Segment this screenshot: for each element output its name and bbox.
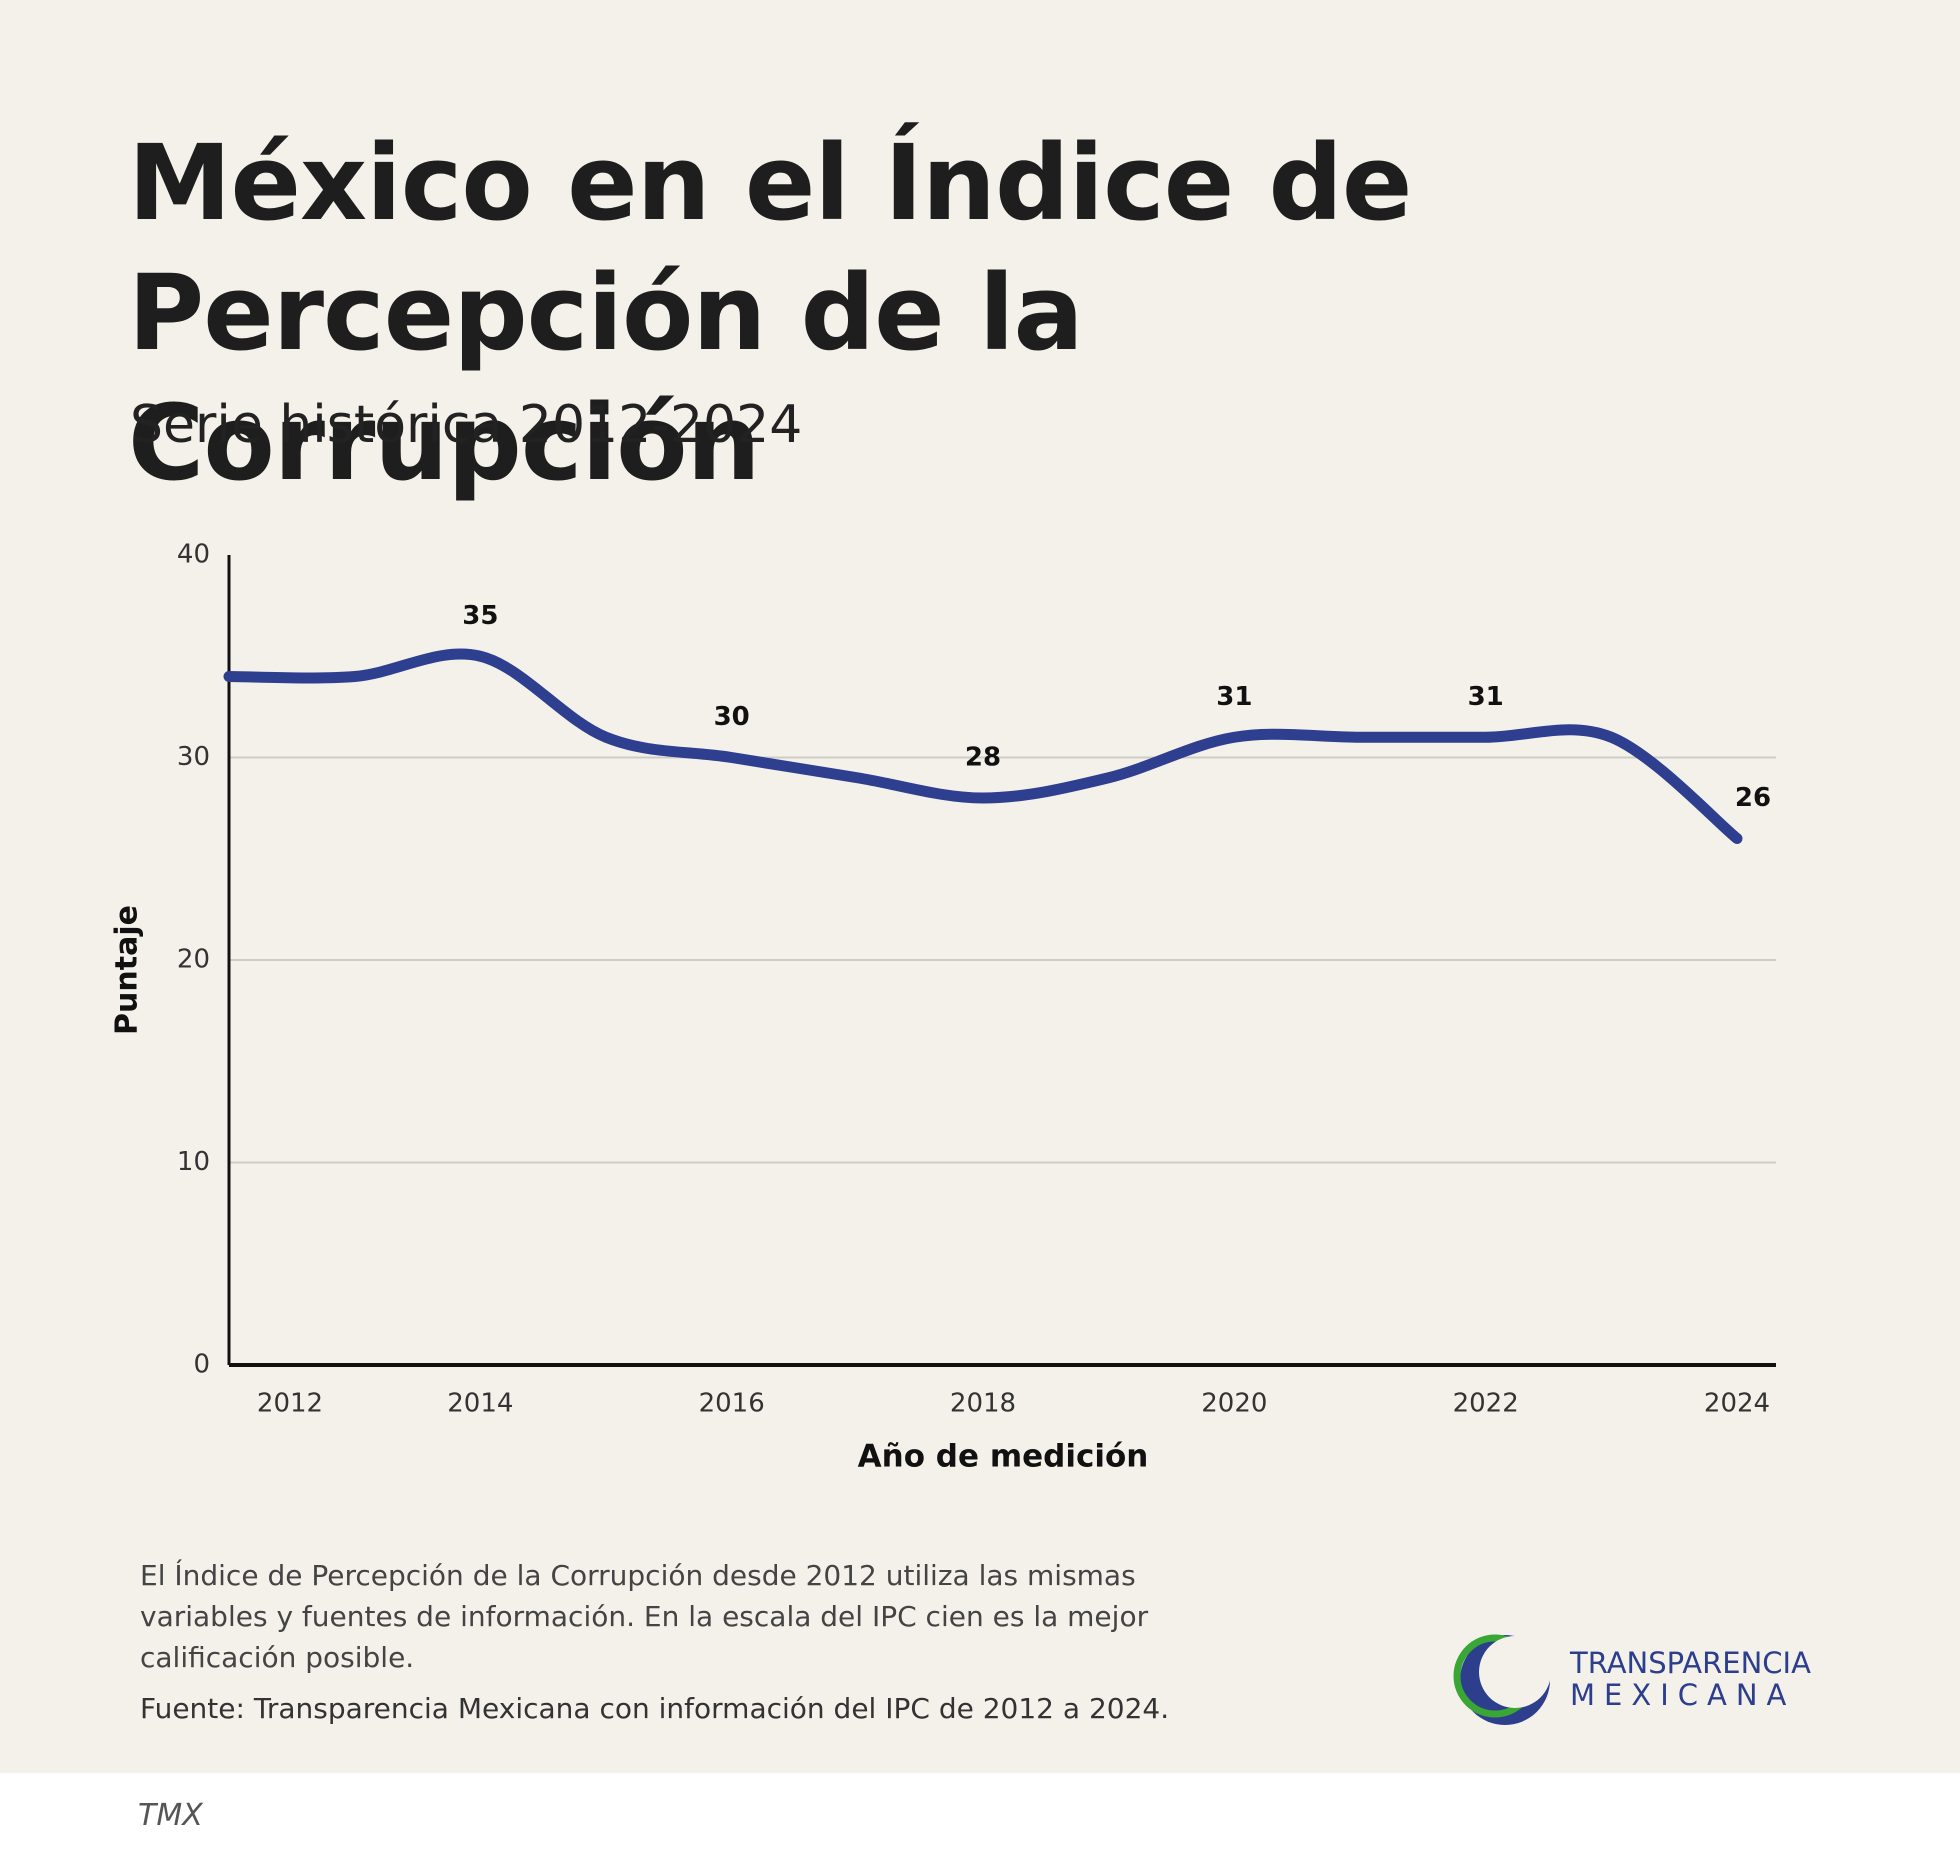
x-axis-label: Año de medición (858, 1439, 1149, 1475)
logo: TRANSPARENCIA MEXICANA (1453, 1634, 1811, 1725)
data-label: 26 (1735, 783, 1771, 813)
x-tick-label: 2018 (950, 1389, 1016, 1419)
logo-cut (1479, 1636, 1551, 1708)
logo-text: MEXICANA (1570, 1678, 1795, 1712)
data-label: 28 (965, 743, 1001, 773)
chart-title: México en el Índice de Percepción de la … (128, 122, 1412, 504)
data-label: 35 (462, 601, 498, 631)
y-tick-label: 40 (177, 540, 210, 570)
note: El Índice de Percepción de la Corrupción… (140, 1559, 1149, 1674)
y-tick-label: 20 (177, 945, 210, 975)
x-tick-label: 2014 (447, 1389, 513, 1419)
y-tick-label: 30 (177, 742, 210, 772)
x-tick-label: 2022 (1453, 1389, 1519, 1419)
data-label: 31 (1468, 682, 1504, 712)
logo-text: TRANSPARENCIA (1569, 1646, 1811, 1680)
x-tick-label: 2020 (1201, 1389, 1267, 1419)
x-tick-label: 2024 (1704, 1389, 1770, 1419)
source: Fuente: Transparencia Mexicana con infor… (140, 1692, 1170, 1725)
x-tick-label: 2012 (257, 1389, 323, 1419)
y-tick-label: 10 (177, 1147, 210, 1177)
data-label: 31 (1216, 682, 1252, 712)
chart-subtitle: Serie histórica 2012-2024 (130, 395, 803, 455)
y-tick-label: 0 (193, 1350, 210, 1380)
y-axis-label: Puntaje (110, 905, 145, 1035)
footer: TMX (138, 1798, 203, 1833)
data-label: 30 (714, 702, 750, 732)
line (223, 648, 1743, 844)
x-tick-label: 2016 (699, 1389, 765, 1419)
background (0, 0, 1960, 1773)
